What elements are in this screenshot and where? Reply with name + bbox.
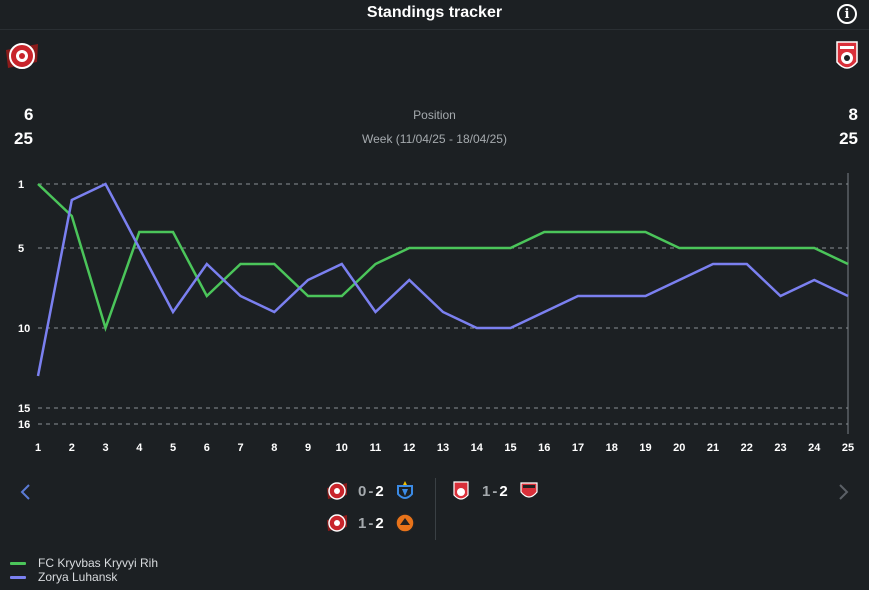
week-label: Week (11/04/25 - 18/04/25)	[362, 132, 507, 146]
home-total-teams: 25	[14, 129, 33, 148]
series-line-home	[37, 183, 849, 333]
x-tick-label: 11	[370, 442, 382, 454]
chevron-right-icon[interactable]	[831, 480, 855, 504]
away-score: 2	[375, 482, 384, 500]
page-title: Standings tracker	[366, 4, 503, 21]
legend-label: FC Kryvbas Kryvyi Rih	[38, 556, 159, 570]
x-tick-label: 25	[842, 442, 854, 454]
x-tick-label: 16	[538, 442, 550, 454]
away-current-position: 8	[848, 105, 858, 124]
legend-swatch	[10, 575, 26, 579]
x-tick-label: 23	[774, 442, 786, 454]
zorya-crest-icon	[453, 481, 469, 500]
x-tick-label: 8	[271, 442, 277, 454]
info-icon[interactable]: i	[837, 4, 857, 24]
x-tick-label: 21	[707, 442, 719, 454]
legend-item-away: Zorya Luhansk	[10, 570, 158, 584]
x-tick-label: 17	[572, 442, 584, 454]
x-tick-label: 18	[606, 442, 618, 454]
x-tick-label: 4	[136, 442, 143, 454]
x-tick-label: 7	[237, 442, 243, 454]
chevron-left-icon[interactable]	[14, 480, 38, 504]
match-result[interactable]: 0-2	[326, 480, 416, 502]
home-score: 1	[358, 514, 367, 532]
position-label: Position	[413, 108, 456, 122]
y-tick-label: 5	[18, 243, 24, 255]
legend-item-home: FC Kryvbas Kryvyi Rih	[10, 556, 158, 570]
y-tick-label: 10	[18, 323, 30, 335]
x-tick-label: 15	[504, 442, 516, 454]
x-tick-label: 9	[305, 442, 311, 454]
home-score: 1	[482, 482, 491, 500]
x-tick-label: 24	[808, 442, 821, 454]
zorya-crest-icon	[836, 41, 858, 69]
y-tick-label: 16	[18, 419, 30, 431]
x-tick-label: 22	[741, 442, 753, 454]
away-total-teams: 25	[839, 129, 858, 148]
x-tick-label: 14	[471, 442, 484, 454]
match-result[interactable]: 1-2	[450, 480, 540, 502]
kryvbas-crest-icon	[327, 514, 347, 532]
series-line-away	[36, 182, 849, 377]
y-tick-label: 15	[18, 403, 30, 415]
x-tick-label: 5	[170, 442, 176, 454]
home-score: 0	[358, 482, 367, 500]
home-current-position: 6	[24, 105, 34, 124]
y-tick-label: 1	[18, 179, 24, 191]
chart-legend: FC Kryvbas Kryvyi Rih Zorya Luhansk	[10, 556, 158, 584]
dynamo-kyiv-crest-icon	[396, 481, 413, 499]
legend-label: Zorya Luhansk	[38, 570, 118, 584]
recent-matches: 0-2 1-2 1-2	[0, 478, 869, 542]
x-tick-label: 13	[437, 442, 449, 454]
x-tick-label: 20	[673, 442, 685, 454]
away-score: 2	[499, 482, 508, 500]
shakhtar-crest-icon	[394, 513, 415, 533]
kryvbas-crest-icon	[6, 43, 38, 69]
away-score: 2	[375, 514, 384, 532]
x-tick-label: 6	[204, 442, 210, 454]
divider	[435, 478, 436, 540]
x-tick-label: 12	[403, 442, 415, 454]
x-tick-label: 10	[336, 442, 348, 454]
kryvbas-crest-icon	[327, 482, 347, 500]
veres-crest-icon	[520, 482, 538, 498]
x-tick-label: 19	[639, 442, 651, 454]
header-bar: Standings tracker i	[0, 0, 869, 30]
x-tick-label: 1	[35, 442, 41, 454]
x-tick-label: 3	[102, 442, 108, 454]
match-result[interactable]: 1-2	[326, 512, 416, 534]
legend-swatch	[10, 561, 26, 565]
x-tick-label: 2	[69, 442, 75, 454]
